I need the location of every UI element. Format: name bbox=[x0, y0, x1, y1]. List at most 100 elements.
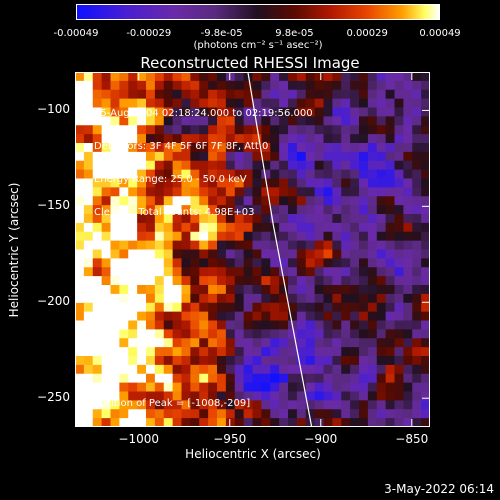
heatmap-cell bbox=[128, 338, 138, 348]
heatmap-cell bbox=[199, 240, 209, 250]
heatmap-cell bbox=[75, 116, 85, 126]
heatmap-cell bbox=[234, 125, 245, 135]
heatmap-cell bbox=[403, 72, 413, 82]
heatmap-cell bbox=[208, 134, 218, 144]
heatmap-cell bbox=[421, 196, 430, 206]
heatmap-cell bbox=[261, 276, 271, 286]
heatmap-cell bbox=[128, 329, 138, 339]
heatmap-cell bbox=[181, 364, 191, 375]
heatmap-cell bbox=[341, 196, 351, 206]
heatmap-cell bbox=[332, 409, 342, 419]
heatmap-cell bbox=[323, 231, 333, 242]
heatmap-cell bbox=[332, 267, 342, 277]
heatmap-cell bbox=[217, 205, 227, 215]
heatmap-cell bbox=[252, 160, 262, 171]
heatmap-cell bbox=[163, 169, 174, 179]
heatmap-cell bbox=[323, 169, 333, 179]
heatmap-cell bbox=[270, 151, 280, 162]
heatmap-cell bbox=[110, 169, 120, 179]
heatmap-cell bbox=[119, 400, 129, 410]
heatmap-cell bbox=[75, 418, 85, 427]
solar-limb-line bbox=[247, 72, 313, 427]
heatmap-cell bbox=[288, 98, 298, 108]
heatmap-cell bbox=[314, 178, 324, 188]
heatmap-cell bbox=[341, 169, 351, 179]
heatmap-cell bbox=[119, 258, 129, 268]
colorbar-tick-label: -9.8e-05 bbox=[200, 28, 243, 39]
heatmap-cell bbox=[412, 338, 422, 348]
heatmap-cell bbox=[367, 320, 378, 330]
heatmap-cell bbox=[154, 391, 165, 401]
heatmap-cell bbox=[225, 125, 236, 135]
heatmap-cell bbox=[314, 293, 324, 304]
heatmap-cell bbox=[376, 160, 387, 171]
heatmap-cell bbox=[332, 160, 342, 171]
heatmap-cell bbox=[270, 116, 280, 126]
heatmap-cell bbox=[261, 329, 271, 339]
heatmap-cell bbox=[128, 382, 138, 392]
heatmap-cell bbox=[190, 373, 200, 384]
heatmap-cell bbox=[208, 222, 218, 233]
heatmap-cell bbox=[154, 258, 165, 268]
heatmap-cell bbox=[163, 72, 174, 82]
heatmap-cell bbox=[163, 143, 174, 153]
heatmap-cell bbox=[341, 89, 351, 100]
heatmap-cell bbox=[394, 311, 404, 321]
heatmap-cell bbox=[314, 356, 324, 366]
heatmap-cell bbox=[279, 205, 289, 215]
heatmap-cell bbox=[261, 311, 271, 321]
heatmap-cell bbox=[421, 125, 430, 135]
heatmap-cell bbox=[199, 302, 209, 313]
heatmap-cell bbox=[146, 302, 156, 313]
heatmap-cell bbox=[385, 196, 395, 206]
heatmap-cell bbox=[137, 107, 147, 117]
heatmap-cell bbox=[110, 205, 120, 215]
heatmap-cell bbox=[394, 409, 404, 419]
heatmap-cell bbox=[261, 196, 271, 206]
heatmap-cell bbox=[225, 240, 236, 250]
heatmap-cell bbox=[252, 205, 262, 215]
heatmap-cell bbox=[332, 196, 342, 206]
heatmap-cell bbox=[385, 80, 395, 91]
heatmap-cell bbox=[296, 347, 307, 357]
heatmap-cell bbox=[75, 80, 85, 91]
heatmap-cell bbox=[288, 240, 298, 250]
heatmap-cell bbox=[394, 116, 404, 126]
heatmap-cell bbox=[323, 107, 333, 117]
heatmap-cell bbox=[421, 116, 430, 126]
heatmap-cell bbox=[199, 80, 209, 91]
heatmap-cell bbox=[279, 364, 289, 375]
heatmap-cell bbox=[181, 160, 191, 171]
heatmap-cell bbox=[92, 72, 103, 82]
heatmap-cell bbox=[83, 400, 94, 410]
heatmap-cell bbox=[305, 382, 316, 392]
heatmap-cell bbox=[83, 231, 94, 242]
heatmap-cell bbox=[359, 240, 369, 250]
heatmap-cell bbox=[332, 125, 342, 135]
heatmap-cell bbox=[154, 364, 165, 375]
heatmap-cell bbox=[119, 311, 129, 321]
heatmap-cell bbox=[359, 267, 369, 277]
heatmap-cell bbox=[110, 240, 120, 250]
heatmap-cell bbox=[288, 178, 298, 188]
heatmap-cell bbox=[367, 400, 378, 410]
heatmap-cell bbox=[110, 285, 120, 295]
heatmap-cell bbox=[75, 134, 85, 144]
heatmap-cell bbox=[341, 231, 351, 242]
heatmap-cell bbox=[350, 400, 360, 410]
heatmap-cell bbox=[305, 169, 316, 179]
heatmap-cell bbox=[199, 196, 209, 206]
heatmap-cell bbox=[181, 107, 191, 117]
heatmap-cell bbox=[199, 98, 209, 108]
heatmap-cell bbox=[172, 240, 182, 250]
heatmap-cell bbox=[92, 293, 103, 304]
heatmap-cell bbox=[332, 293, 342, 304]
heatmap-cell bbox=[323, 151, 333, 162]
heatmap-cell bbox=[199, 311, 209, 321]
heatmap-cell bbox=[190, 125, 200, 135]
heatmap-cell bbox=[412, 214, 422, 224]
heatmap-cells bbox=[75, 72, 430, 427]
heatmap-cell bbox=[341, 205, 351, 215]
heatmap-cell bbox=[163, 134, 174, 144]
heatmap-cell bbox=[190, 231, 200, 242]
